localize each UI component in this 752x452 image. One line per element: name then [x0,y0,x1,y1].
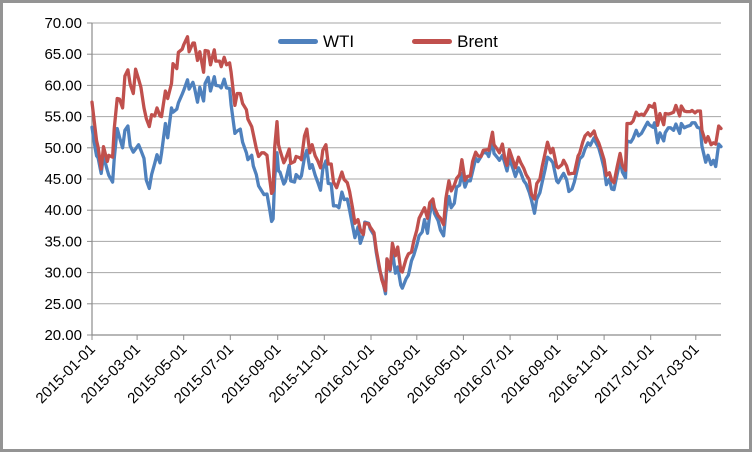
legend-item-wti: WTI [278,33,354,50]
y-axis-label: 60.00 [44,77,82,94]
y-axis-label: 65.00 [44,46,82,63]
chart-legend: WTI Brent [278,33,498,50]
brent-legend-label: Brent [457,32,498,51]
y-axis-label: 25.00 [44,296,82,313]
wti-legend-label: WTI [323,32,355,51]
y-axis-label: 30.00 [44,265,82,282]
y-axis-label: 50.00 [44,140,82,157]
y-axis-label: 35.00 [44,233,82,250]
y-axis-label: 20.00 [44,327,82,344]
y-axis-label: 55.00 [44,109,82,126]
brent-line [90,35,723,293]
y-axis-label: 70.00 [44,15,82,32]
wti-line-swatch [278,39,318,44]
y-axis-label: 40.00 [44,202,82,219]
wti-line [90,75,723,296]
legend-item-brent: Brent [412,33,498,50]
y-axis-label: 45.00 [44,171,82,188]
brent-line-swatch [412,39,453,44]
